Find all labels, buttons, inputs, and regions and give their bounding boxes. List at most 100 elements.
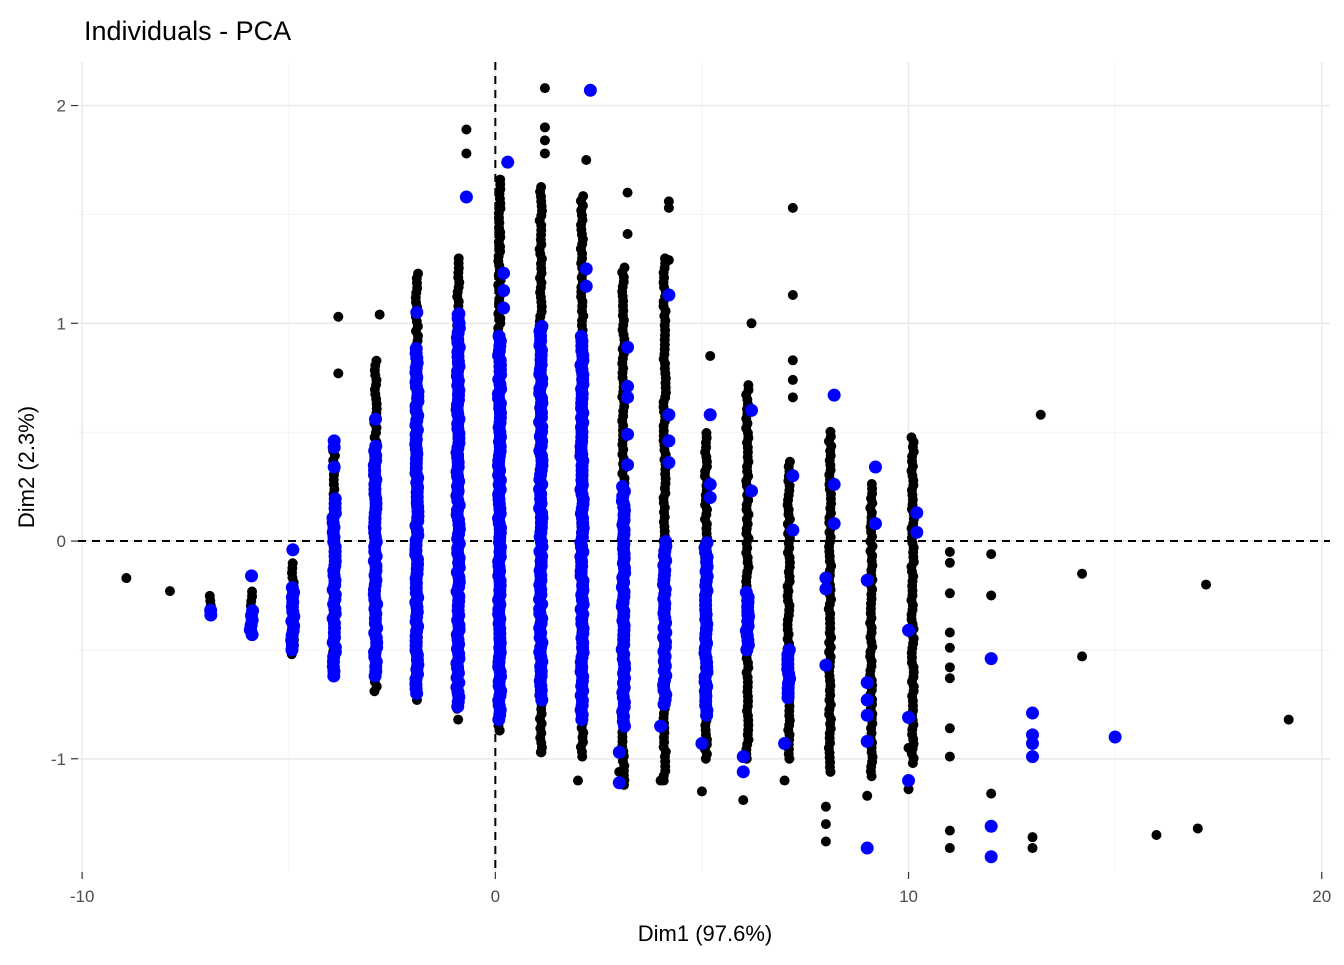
data-point (245, 569, 259, 583)
data-point (121, 573, 132, 584)
data-point (287, 558, 298, 569)
data-point (745, 484, 759, 498)
data-point (745, 403, 759, 417)
data-point (374, 309, 385, 320)
data-point (497, 301, 511, 315)
data-point (778, 737, 792, 751)
data-point (944, 751, 955, 762)
data-point (787, 374, 798, 385)
data-point (944, 588, 955, 599)
data-point (902, 774, 916, 788)
data-point (1283, 714, 1294, 725)
data-point (612, 776, 626, 790)
data-point (494, 725, 505, 736)
data-point (860, 676, 874, 690)
data-point (786, 523, 800, 537)
data-point (501, 155, 515, 169)
data-point (492, 329, 506, 343)
data-point (736, 765, 750, 779)
data-point (536, 181, 547, 192)
data-point (944, 825, 955, 836)
data-point (453, 253, 464, 264)
data-point (703, 408, 717, 422)
data-point (410, 305, 424, 319)
data-point (459, 190, 473, 204)
data-point (286, 543, 300, 557)
data-point (860, 841, 874, 855)
data-point (787, 289, 798, 300)
data-point (497, 284, 511, 298)
data-point (369, 439, 383, 453)
data-point (903, 742, 914, 753)
data-point (984, 819, 998, 833)
data-point (700, 536, 714, 550)
y-tick-label: 1 (57, 314, 66, 333)
data-point (539, 135, 550, 146)
data-point (461, 148, 472, 159)
data-point (535, 747, 546, 758)
data-point (1027, 843, 1038, 854)
x-tick-label: 0 (491, 887, 500, 906)
data-point (333, 311, 344, 322)
data-point (574, 329, 588, 343)
data-point (328, 492, 342, 506)
data-point (820, 801, 831, 812)
data-point (654, 719, 668, 733)
data-point (910, 506, 924, 520)
data-point (784, 456, 795, 467)
data-point (1025, 750, 1039, 764)
data-point (572, 775, 583, 786)
data-point (820, 836, 831, 847)
data-point (164, 586, 175, 597)
data-point (705, 350, 716, 361)
data-point (787, 355, 798, 366)
data-point (787, 202, 798, 213)
y-axis: -1 0 1 2 (51, 97, 78, 769)
data-point (579, 262, 593, 276)
x-axis-title: Dim1 (97.6%) (638, 921, 772, 946)
data-point (662, 456, 676, 470)
data-point (860, 734, 874, 748)
data-point (827, 517, 841, 531)
data-point (819, 571, 833, 585)
data-point (696, 786, 707, 797)
data-point (820, 819, 831, 830)
data-point (1077, 568, 1088, 579)
data-point (1108, 730, 1122, 744)
data-point (246, 604, 260, 618)
data-point (860, 708, 874, 722)
data-point (868, 517, 882, 531)
data-point (1192, 823, 1203, 834)
data-point (578, 191, 589, 202)
data-point (944, 723, 955, 734)
data-point (827, 388, 841, 402)
data-point (581, 154, 592, 165)
data-point (1035, 409, 1046, 420)
data-point (1025, 706, 1039, 720)
data-point (827, 477, 841, 491)
data-point (619, 262, 630, 273)
data-point (1027, 832, 1038, 843)
data-point (782, 643, 796, 657)
data-point (944, 642, 955, 653)
data-points (121, 83, 1294, 864)
data-point (779, 775, 790, 786)
y-tick-label: 2 (57, 97, 66, 116)
data-point (621, 458, 635, 472)
data-point (819, 582, 833, 596)
data-point (371, 355, 382, 366)
data-point (539, 122, 550, 133)
data-point (579, 279, 593, 293)
data-point (862, 790, 873, 801)
chart-title: Individuals - PCA (84, 16, 291, 46)
data-point (369, 412, 383, 426)
data-point (944, 662, 955, 673)
data-point (910, 525, 924, 539)
data-point (612, 745, 626, 759)
data-point (622, 187, 633, 198)
data-point (743, 380, 754, 391)
data-point (787, 392, 798, 403)
data-point (451, 308, 465, 322)
